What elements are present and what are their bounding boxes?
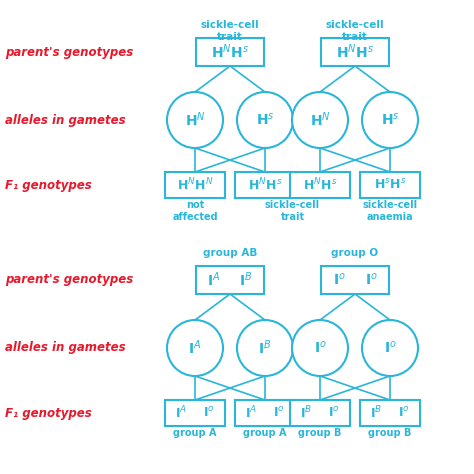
Text: I$^A$: I$^A$ — [175, 405, 187, 421]
Text: I$^o$: I$^o$ — [203, 406, 215, 420]
Text: H$^s$: H$^s$ — [381, 112, 399, 128]
Text: I$^B$: I$^B$ — [300, 405, 312, 421]
FancyBboxPatch shape — [290, 400, 350, 426]
Circle shape — [167, 92, 223, 148]
Text: F₁ genotypes: F₁ genotypes — [5, 407, 92, 419]
FancyBboxPatch shape — [360, 172, 420, 198]
Text: alleles in gametes: alleles in gametes — [5, 113, 126, 127]
Text: H$^s$H$^s$: H$^s$H$^s$ — [374, 178, 406, 192]
Text: H$^N$H$^s$: H$^N$H$^s$ — [303, 177, 337, 193]
Text: H$^N$H$^s$: H$^N$H$^s$ — [336, 43, 374, 61]
Circle shape — [362, 320, 418, 376]
Text: group A: group A — [173, 428, 217, 438]
Text: I$^o$: I$^o$ — [333, 272, 346, 288]
Text: I$^A$: I$^A$ — [188, 339, 201, 357]
Circle shape — [292, 320, 348, 376]
Circle shape — [362, 92, 418, 148]
Text: group A: group A — [243, 428, 287, 438]
FancyBboxPatch shape — [165, 400, 225, 426]
Text: I$^B$: I$^B$ — [258, 339, 272, 357]
Text: F₁ genotypes: F₁ genotypes — [5, 179, 92, 191]
FancyBboxPatch shape — [360, 400, 420, 426]
Text: parent's genotypes: parent's genotypes — [5, 273, 133, 286]
Text: I$^o$: I$^o$ — [383, 340, 396, 356]
Text: I$^B$: I$^B$ — [370, 405, 382, 421]
Text: sickle-cell
trait: sickle-cell trait — [326, 20, 384, 42]
Text: sickle-cell
anaemia: sickle-cell anaemia — [363, 200, 418, 222]
FancyBboxPatch shape — [321, 38, 389, 66]
FancyBboxPatch shape — [235, 400, 295, 426]
Circle shape — [167, 320, 223, 376]
Circle shape — [292, 92, 348, 148]
Text: I$^o$: I$^o$ — [328, 406, 340, 420]
FancyBboxPatch shape — [290, 172, 350, 198]
Text: sickle-cell
trait: sickle-cell trait — [201, 20, 259, 42]
Text: I$^o$: I$^o$ — [398, 406, 410, 420]
Text: sickle-cell
trait: sickle-cell trait — [265, 200, 320, 222]
Text: parent's genotypes: parent's genotypes — [5, 46, 133, 58]
Text: group AB: group AB — [203, 248, 257, 258]
Text: I$^o$: I$^o$ — [273, 406, 285, 420]
Text: I$^A$: I$^A$ — [245, 405, 257, 421]
Text: alleles in gametes: alleles in gametes — [5, 341, 126, 355]
Circle shape — [237, 320, 293, 376]
Text: group B: group B — [368, 428, 412, 438]
Text: not
affected: not affected — [172, 200, 218, 222]
Text: H$^N$H$^s$: H$^N$H$^s$ — [248, 177, 282, 193]
FancyBboxPatch shape — [196, 38, 264, 66]
FancyBboxPatch shape — [196, 266, 264, 294]
Text: H$^s$: H$^s$ — [255, 112, 274, 128]
FancyBboxPatch shape — [235, 172, 295, 198]
Circle shape — [237, 92, 293, 148]
Text: H$^N$H$^s$: H$^N$H$^s$ — [211, 43, 249, 61]
Text: I$^o$: I$^o$ — [314, 340, 327, 356]
Text: I$^A$: I$^A$ — [207, 271, 221, 289]
Text: I$^o$: I$^o$ — [365, 272, 377, 288]
Text: group O: group O — [331, 248, 379, 258]
FancyBboxPatch shape — [321, 266, 389, 294]
Text: group B: group B — [298, 428, 342, 438]
FancyBboxPatch shape — [165, 172, 225, 198]
Text: H$^N$H$^N$: H$^N$H$^N$ — [177, 177, 213, 193]
Text: H$^N$: H$^N$ — [310, 111, 330, 129]
Text: I$^B$: I$^B$ — [239, 271, 253, 289]
Text: H$^N$: H$^N$ — [184, 111, 205, 129]
